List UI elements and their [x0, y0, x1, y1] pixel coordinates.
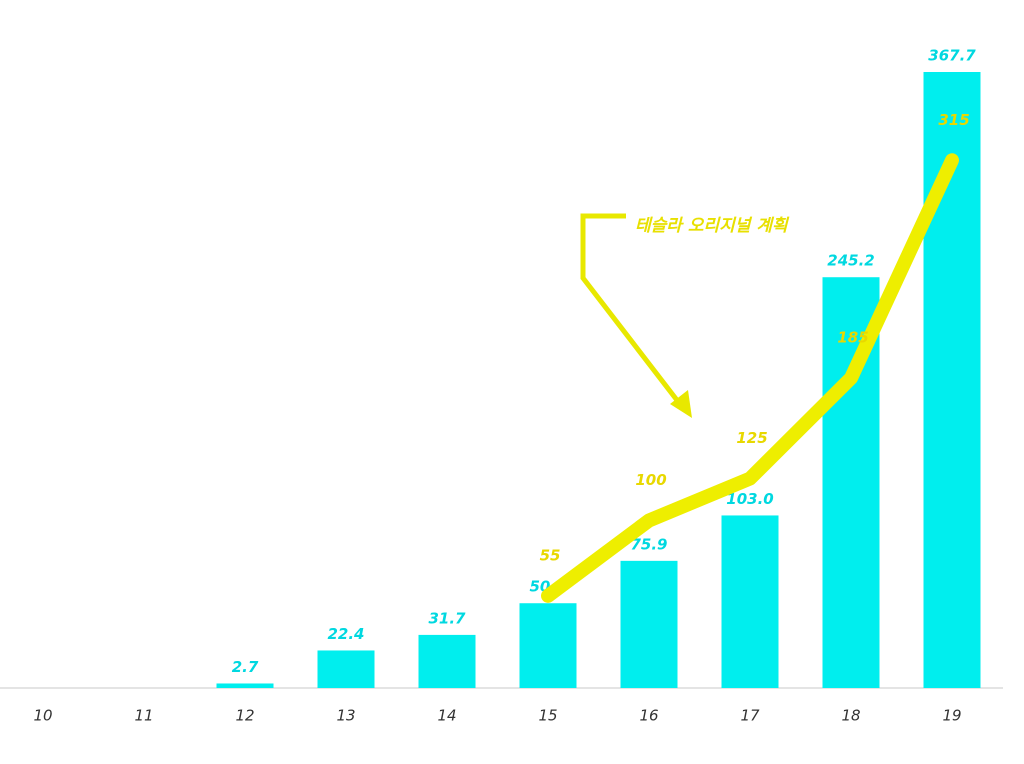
x-tick-label: 16: [639, 707, 658, 725]
x-tick-label: 10: [33, 707, 52, 725]
x-tick-label: 18: [841, 707, 860, 725]
bar-label: 22.4: [327, 625, 364, 643]
x-tick-label: 14: [437, 707, 456, 725]
bar-label: 2.7: [232, 658, 259, 676]
bar-label: 103.0: [726, 490, 773, 508]
line-label: 315: [938, 111, 969, 129]
bar: [620, 560, 678, 688]
bar: [519, 603, 577, 688]
arrow-head: [670, 390, 692, 418]
bar-label: 245.2: [827, 252, 874, 270]
x-tick-label: 17: [740, 707, 760, 725]
x-tick-label: 13: [336, 707, 355, 725]
bar-label: 31.7: [428, 609, 466, 627]
bar-label: 367.7: [928, 47, 976, 65]
bar-label: 75.9: [630, 535, 667, 553]
line-label: 125: [736, 429, 767, 447]
annotation: 테슬라 오리지널 계획: [635, 216, 790, 236]
x-tick-label: 11: [134, 707, 153, 725]
x-tick-label: 19: [942, 707, 961, 725]
bar: [216, 683, 274, 688]
bar: [317, 650, 375, 688]
bar: [418, 634, 476, 688]
annotation-arrow: [580, 213, 685, 410]
x-tick-label: 12: [235, 707, 254, 725]
line-label: 185: [837, 329, 868, 347]
bar: [721, 515, 779, 688]
line-label: 100: [635, 471, 666, 489]
x-tick-label: 15: [538, 707, 557, 725]
line: [541, 153, 959, 603]
line-label: 55: [540, 546, 561, 564]
